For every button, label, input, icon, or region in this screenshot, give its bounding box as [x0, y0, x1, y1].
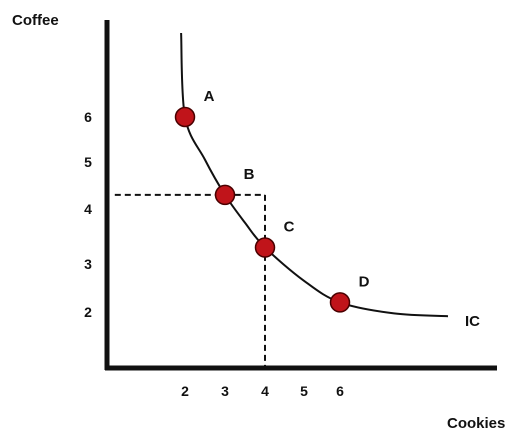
point-c: [254, 237, 276, 258]
y-tick-labels: 6 5 4 3 2: [84, 109, 92, 320]
y-tick-label: 5: [84, 154, 92, 170]
y-tick-label: 6: [84, 109, 92, 125]
points: [174, 106, 351, 313]
y-tick-label: 3: [84, 256, 92, 272]
point-labels: A B C D: [204, 88, 370, 290]
y-tick-label: 2: [84, 304, 92, 320]
point-label-a: A: [204, 88, 215, 105]
point-b: [214, 184, 236, 206]
x-tick-label: 3: [221, 383, 229, 399]
x-tick-labels: 2 3 4 5 6: [181, 383, 344, 399]
reference-lines: [114, 193, 266, 368]
point-a: [174, 106, 196, 128]
point-label-c: C: [284, 219, 295, 236]
x-tick-label: 2: [181, 383, 189, 399]
point-d: [329, 292, 351, 313]
point-label-b: B: [244, 166, 255, 183]
point-label-d: D: [359, 273, 370, 290]
curve-label: IC: [465, 313, 480, 330]
x-tick-label: 6: [336, 383, 344, 399]
x-tick-label: 5: [300, 383, 308, 399]
axes: [104, 20, 497, 371]
y-tick-label: 4: [84, 201, 92, 217]
indifference-curve: [180, 32, 449, 318]
x-tick-label: 4: [261, 383, 269, 399]
y-axis-title: Coffee: [12, 12, 59, 29]
x-axis-title: Cookies: [447, 415, 505, 432]
